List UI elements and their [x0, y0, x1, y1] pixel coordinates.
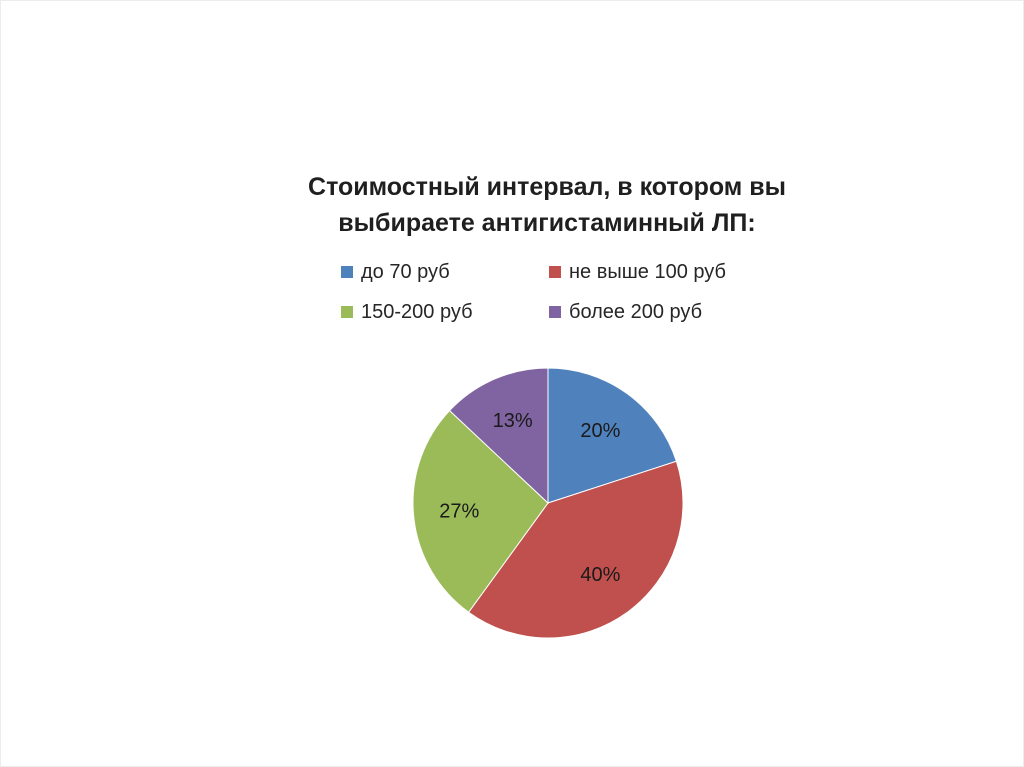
legend-swatch	[549, 306, 561, 318]
pie-slice-bolee-200	[448, 367, 549, 505]
pie-slice-ne-vyshe-100	[467, 460, 684, 639]
pie-data-label: 27%	[439, 500, 479, 522]
legend-swatch	[341, 306, 353, 318]
chart-title-line-1: Стоимостный интервал, в котором вы	[308, 173, 786, 201]
pie-slice-do-70	[547, 367, 678, 504]
legend-label: 150-200 руб	[361, 301, 473, 323]
legend-label: более 200 руб	[569, 301, 703, 323]
pie-data-label: 40%	[580, 564, 620, 586]
pie-data-label: 20%	[580, 420, 620, 442]
legend-swatch	[341, 266, 353, 278]
chart-legend: до 70 руб не выше 100 руб 150-200 руб бо…	[341, 259, 801, 325]
chart-title-line-2: выбираете антигистаминный ЛП:	[338, 209, 756, 237]
legend-item-do-70: до 70 руб	[341, 259, 549, 285]
legend-item-bolee-200: более 200 руб	[549, 299, 779, 325]
pie-data-label: 13%	[493, 410, 533, 432]
legend-label: до 70 руб	[361, 261, 450, 283]
legend-item-150-200: 150-200 руб	[341, 299, 549, 325]
legend-item-ne-vyshe-100: не выше 100 руб	[549, 259, 779, 285]
legend-label: не выше 100 руб	[569, 261, 726, 283]
chart-title: Стоимостный интервал, в котором вы выбир…	[241, 169, 853, 241]
legend-swatch	[549, 266, 561, 278]
pie-slice-150-200	[412, 409, 549, 613]
